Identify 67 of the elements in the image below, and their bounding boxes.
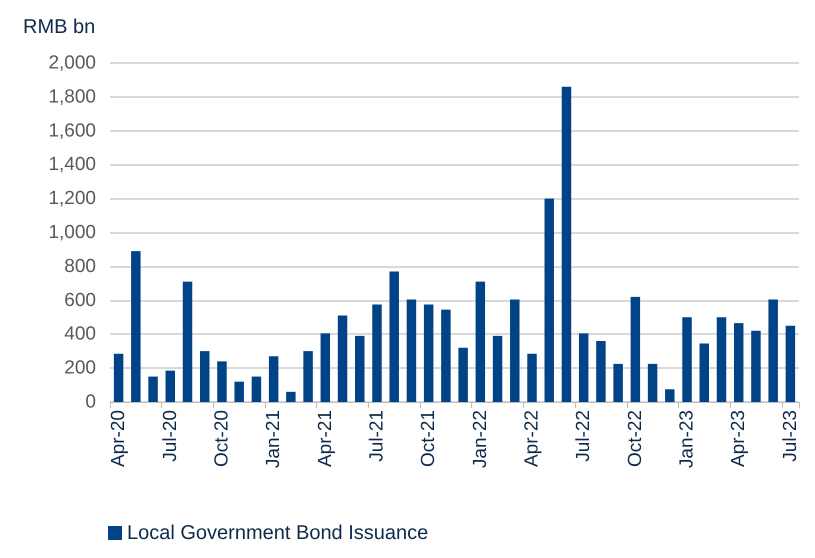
bar (131, 251, 141, 402)
y-tick-label: 1,600 (48, 120, 96, 142)
bar (716, 317, 726, 402)
x-tick-label: Apr-21 (314, 410, 336, 468)
bar (217, 361, 227, 402)
y-tick-label: 200 (64, 358, 96, 379)
y-tick-label: 1,000 (48, 222, 96, 243)
bar (700, 344, 709, 402)
bar (441, 310, 451, 402)
x-tick-label: Oct-21 (418, 410, 440, 468)
y-tick-label: 600 (64, 290, 96, 311)
bar (562, 86, 572, 402)
bar (389, 271, 399, 402)
bar (510, 299, 520, 402)
x-tick-label: Jul-21 (366, 410, 388, 462)
y-tick-label: 2,000 (48, 52, 96, 74)
bar (406, 299, 416, 402)
bar (268, 356, 278, 402)
bar (303, 351, 313, 402)
legend-label: Local Government Bond Issuance (127, 522, 428, 544)
x-tick-label: Apr-20 (108, 410, 130, 468)
y-tick-label: 1,400 (48, 154, 96, 176)
bar (786, 326, 796, 402)
bar (544, 198, 554, 402)
x-tick-label: Oct-22 (624, 410, 646, 468)
x-tick-label: Jan-23 (676, 410, 698, 468)
x-tick-label: Jul-20 (160, 410, 181, 462)
y-axis-title: RMB bn (23, 16, 96, 38)
bar (372, 304, 382, 402)
bar (527, 354, 537, 402)
bar (200, 351, 210, 402)
bar (630, 296, 640, 402)
x-tick-label: Jul-23 (780, 410, 801, 462)
bar (320, 333, 330, 402)
bar (596, 340, 606, 402)
y-tick-label: 400 (64, 324, 96, 345)
bar (424, 304, 434, 402)
x-tick-label: Apr-22 (522, 410, 543, 468)
y-tick-label: 800 (64, 256, 96, 277)
x-tick-label: Jan-21 (263, 410, 284, 468)
x-tick-label: Jul-22 (573, 410, 594, 462)
bar (578, 333, 588, 402)
x-tick-label: Oct-20 (211, 410, 232, 468)
bar (252, 376, 262, 402)
bar (458, 348, 468, 402)
bar (166, 370, 176, 402)
y-tick-label: 1,800 (48, 86, 96, 108)
bar (148, 376, 158, 402)
bar (355, 336, 364, 402)
bar (338, 316, 348, 402)
bar (182, 282, 192, 402)
x-tick-label: Jan-22 (470, 410, 491, 468)
y-tick-label: 0 (85, 392, 96, 412)
bar (751, 330, 761, 402)
y-tick-label: 1,200 (48, 188, 96, 210)
bar (476, 282, 486, 402)
bar (665, 389, 675, 402)
bar (286, 392, 296, 402)
bar (648, 364, 658, 402)
bar (114, 354, 124, 402)
bar (734, 323, 744, 402)
bar (613, 364, 623, 402)
bar (234, 382, 244, 402)
bar (682, 317, 692, 402)
x-tick-label: Apr-23 (728, 410, 750, 468)
bar (492, 336, 502, 402)
bar (768, 299, 778, 402)
